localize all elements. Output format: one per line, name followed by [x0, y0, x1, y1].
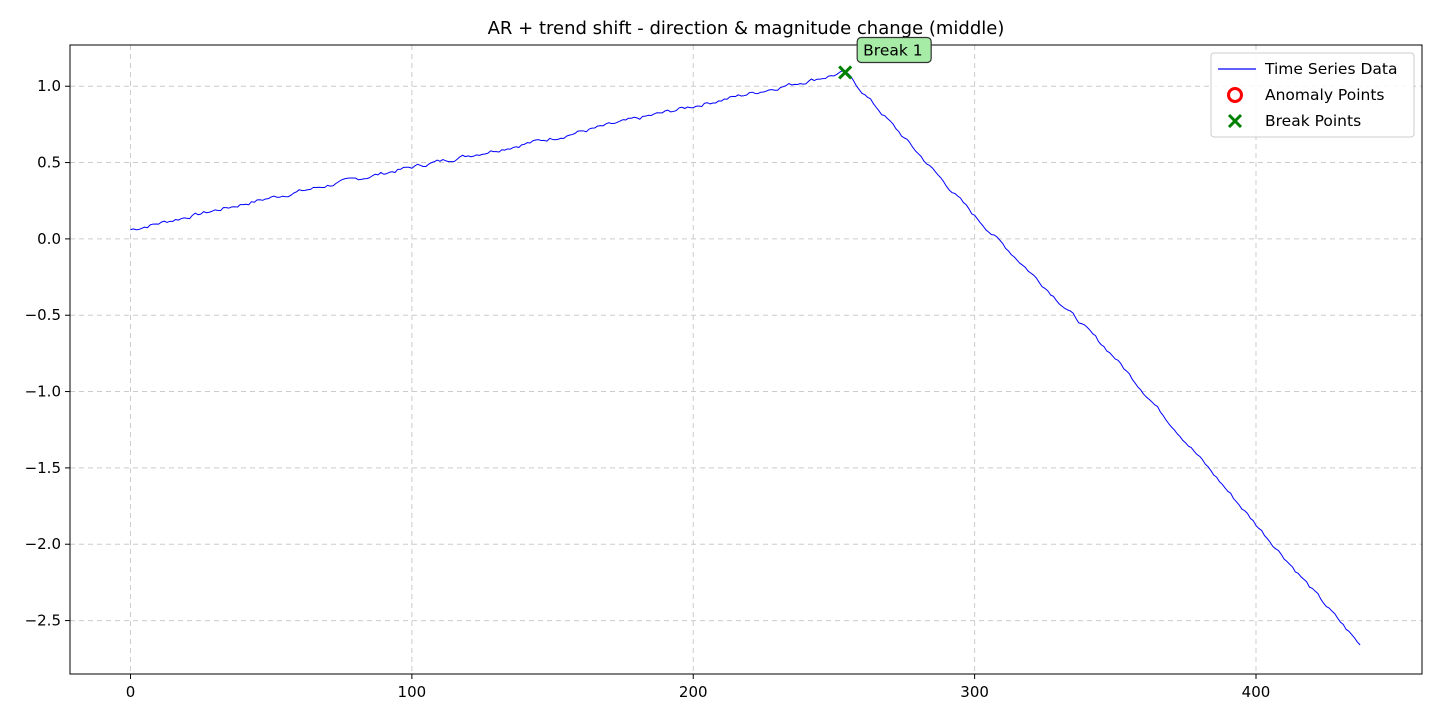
legend-label: Break Points	[1265, 112, 1361, 130]
break-marker-stroke	[838, 65, 853, 80]
plot-frame	[69, 44, 1423, 675]
x-tick-label: 0	[126, 683, 136, 701]
legend-swatch-circle	[1227, 87, 1243, 103]
grid	[70, 45, 1422, 674]
y-tick-label: −2.5	[25, 612, 61, 630]
y-tick-label: −0.5	[25, 306, 61, 324]
marker-layer	[838, 65, 853, 80]
y-tick-label: −2.0	[25, 535, 61, 553]
y-tick-label: 1.0	[37, 77, 61, 95]
x-tick-label: 200	[679, 683, 708, 701]
legend-box	[1210, 52, 1415, 138]
break-point-marker	[838, 65, 853, 80]
x-tick-label: 400	[1242, 683, 1271, 701]
x-tick-label: 100	[398, 683, 427, 701]
legend-label: Anomaly Points	[1265, 86, 1384, 104]
annotation-box	[856, 36, 932, 64]
y-tick-label: −1.0	[25, 383, 61, 401]
legend-swatch-x	[1227, 113, 1243, 129]
legend: Time Series Data Anomaly Points Break Poin…	[1210, 52, 1415, 138]
break-annotation: Break 1	[856, 36, 932, 64]
x-tick-label: 300	[960, 683, 989, 701]
axis-ticks: 0 100 200 300 400 1.0 0.5 0.0 −0.5 −1.0 −1.5 −2.0 −2…	[25, 77, 1271, 701]
annotations: Break 1	[856, 36, 932, 64]
y-tick-label: 0.0	[37, 230, 61, 248]
y-tick-label: −1.5	[25, 459, 61, 477]
annotation-label: Break 1	[863, 41, 922, 59]
series-line-time-series-data	[130, 70, 1361, 646]
chart-title: AR + trend shift - direction & magnitude…	[488, 18, 1005, 39]
series-layer	[130, 70, 1361, 646]
y-tick-label: 0.5	[37, 154, 61, 172]
legend-label: Time Series Data	[1264, 60, 1397, 78]
